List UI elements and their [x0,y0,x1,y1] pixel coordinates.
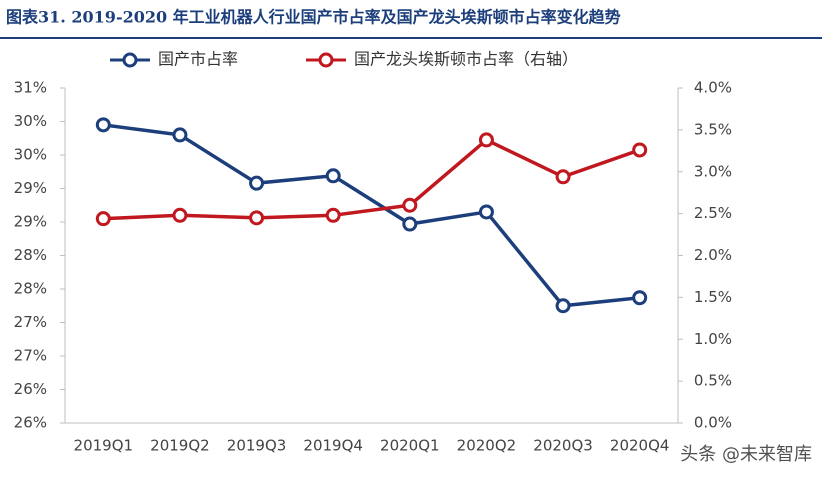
y-tick-label: 29% [14,213,47,231]
point [632,290,648,306]
point [249,210,265,226]
legend-label: 国产市占率 [158,50,238,69]
point [402,197,418,213]
y-tick-label: 31% [14,79,47,97]
y2-tick-label: 2.0% [694,246,732,264]
x-tick-label: 2020Q1 [380,437,440,455]
point [632,142,648,158]
chart-title: 图表31. 2019-2020 年工业机器人行业国产市占率及国产龙头埃斯顿市占率… [6,8,621,27]
y-tick-label: 28% [14,280,47,298]
point [402,216,418,232]
y2-tick-label: 0.5% [694,372,732,390]
y-tick-label: 30% [14,112,47,130]
x-tick-label: 2019Q3 [227,437,287,455]
x-tick-label: 2019Q2 [150,437,210,455]
watermark: 头条 @未来智库 [680,444,812,465]
x-tick-label: 2020Q3 [533,437,593,455]
x-tick-label: 2019Q4 [303,437,363,455]
point [478,204,494,220]
y-tick-label: 26% [14,380,47,398]
x-tick-label: 2019Q1 [74,437,134,455]
legend-marker [122,52,138,68]
legend-label: 国产龙头埃斯顿市占率（右轴） [354,50,578,69]
x-tick-label: 2020Q4 [610,437,670,455]
y2-tick-label: 2.5% [694,204,732,222]
y-tick-label: 30% [14,146,47,164]
y-tick-label: 29% [14,179,47,197]
point [478,132,494,148]
point [172,127,188,143]
series-line [103,123,640,308]
point [249,175,265,191]
y-tick-label: 27% [14,313,47,331]
y2-tick-label: 3.0% [694,162,732,180]
point [325,207,341,223]
point [95,117,111,133]
y-tick-label: 28% [14,246,47,264]
y2-tick-label: 1.5% [694,288,732,306]
y2-tick-label: 1.0% [694,330,732,348]
x-tick-label: 2020Q2 [457,437,517,455]
point [555,169,571,185]
y-tick-label: 26% [14,414,47,432]
point [555,298,571,314]
legend-marker [318,52,334,68]
y-tick-label: 27% [14,347,47,365]
y2-tick-label: 4.0% [694,79,732,97]
y2-tick-label: 3.5% [694,120,732,138]
point [325,168,341,184]
point [172,207,188,223]
point [95,211,111,227]
series-line [103,137,641,221]
y2-tick-label: 0.0% [694,414,732,432]
